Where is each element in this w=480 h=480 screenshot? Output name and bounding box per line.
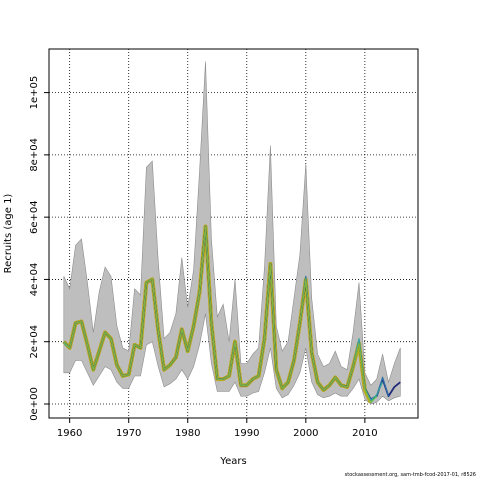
series-layer <box>62 224 401 404</box>
plot-frame <box>48 48 419 419</box>
y-tick-label: 6e+04 <box>29 200 40 234</box>
x-tick-label: 1990 <box>234 428 259 439</box>
y-axis-label: Recruits (age 1) <box>3 194 14 274</box>
x-tick-label: 1980 <box>175 428 200 439</box>
x-tick-label: 2000 <box>293 428 318 439</box>
source-footnote: stockassessment.org, sam-tmb-fcod-2017-0… <box>344 472 476 478</box>
y-tick-label: 4e+04 <box>29 263 40 297</box>
x-tick-label: 2010 <box>352 428 377 439</box>
y-tick-label: 0e+00 <box>29 387 40 421</box>
axis-layer: 1960 1970 1980 1990 2000 2010 0e+00 2e+04 4e+04 6… <box>29 76 378 439</box>
y-tick-label: 1e+05 <box>29 76 40 110</box>
confidence-band-layer <box>63 61 401 405</box>
x-tick-label: 1970 <box>116 428 141 439</box>
x-tick-label: 1960 <box>57 428 82 439</box>
y-tick-label: 8e+04 <box>29 138 40 172</box>
confidence-band <box>63 61 401 405</box>
x-axis-label: Years <box>219 456 246 467</box>
y-tick-label: 2e+04 <box>29 325 40 359</box>
series-overlay-4 <box>63 226 372 403</box>
